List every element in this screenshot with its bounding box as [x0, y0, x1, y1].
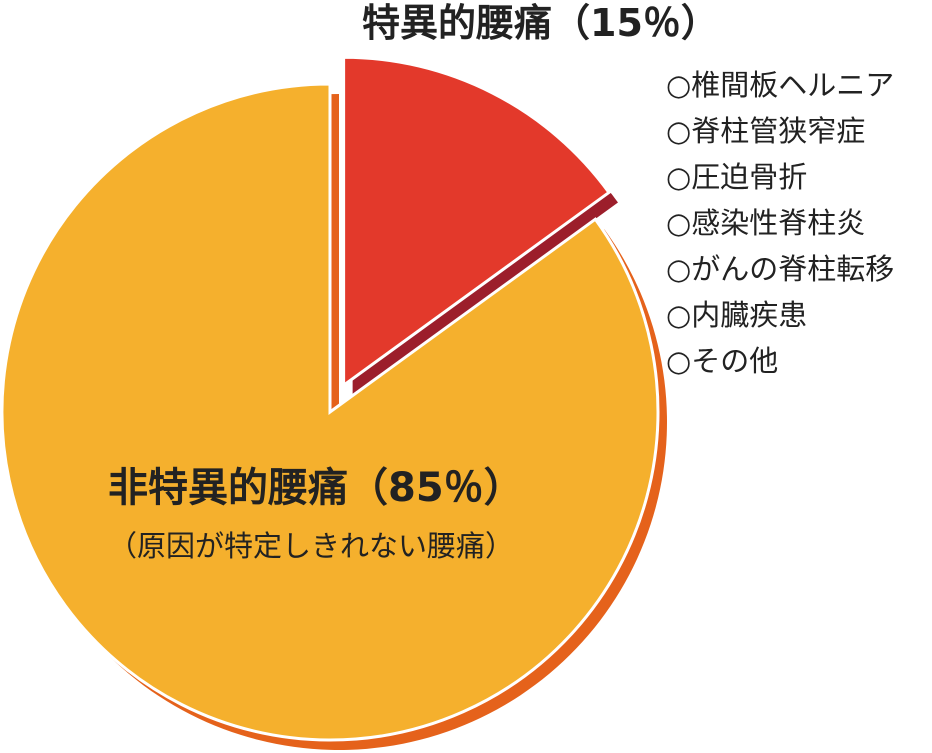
value-label: （85％） — [348, 465, 524, 511]
annotation: ○椎間板ヘルニア — [666, 68, 894, 102]
annotation: ○脊柱管狭窄症 — [666, 114, 865, 148]
slice — [342, 55, 612, 389]
annotation-list: ○椎間板ヘルニア ○脊柱管狭窄症 ○圧迫骨折 ○感染性脊柱炎 ○がんの脊柱転移 ○内臓疾患… — [666, 68, 894, 378]
annotation: ○圧迫骨折 — [666, 160, 807, 194]
category-label: 特異的腰痛 — [362, 1, 552, 45]
value-label: （15％） — [552, 1, 719, 45]
pie — [0, 55, 660, 742]
annotation: ○がんの脊柱転移 — [666, 252, 894, 286]
annotation: ○内臓疾患 — [666, 298, 807, 332]
annotation: ○感染性脊柱炎 — [666, 206, 865, 240]
subtitle: （原因が特定しきれない腰痛） — [108, 529, 514, 563]
category-label: 非特異的腰痛 — [108, 465, 348, 511]
slice-label: 特異的腰痛（15％） — [362, 1, 719, 45]
slice — [0, 82, 660, 742]
slice-label: 非特異的腰痛（85％） — [108, 465, 524, 511]
annotation: ○その他 — [666, 344, 778, 378]
